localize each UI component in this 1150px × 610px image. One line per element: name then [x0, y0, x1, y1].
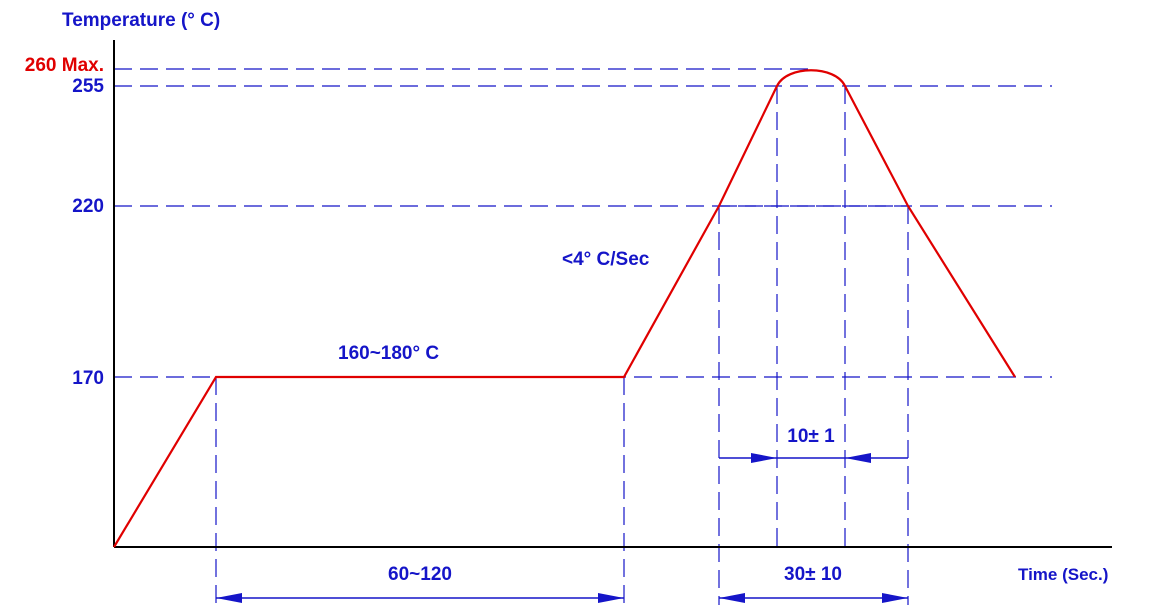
x-axis-label: Time (Sec.) — [1018, 565, 1108, 584]
dim-preheat-time-arrow-left — [216, 593, 242, 603]
tick-label-255: 255 — [72, 76, 104, 97]
profile-line — [113, 69, 1016, 548]
dim-above-time-arrow-right — [882, 593, 908, 603]
y-axis-label: Temperature (° C) — [62, 10, 220, 31]
dim-peak-time-arrow-left — [751, 453, 777, 463]
preheat-temp-annotation: 160~180° C — [338, 343, 439, 364]
peak-time-label: 10± 1 — [787, 426, 835, 447]
ramp-rate-annotation: <4° C/Sec — [562, 249, 650, 270]
profile-curve — [113, 69, 1016, 548]
axes — [113, 40, 1112, 548]
dim-above-time-arrow-left — [719, 593, 745, 603]
dim-peak-time-arrow-right — [845, 453, 871, 463]
guide-lines — [114, 68, 1052, 605]
tick-label-260: 260 Max. — [25, 55, 104, 76]
dim-preheat-time-arrow-right — [598, 593, 624, 603]
dimension-markers — [216, 453, 908, 603]
time-above-label: 30± 10 — [784, 564, 842, 585]
tick-label-170: 170 — [72, 368, 104, 389]
tick-label-220: 220 — [72, 196, 104, 217]
preheat-time-label: 60~120 — [388, 564, 452, 585]
